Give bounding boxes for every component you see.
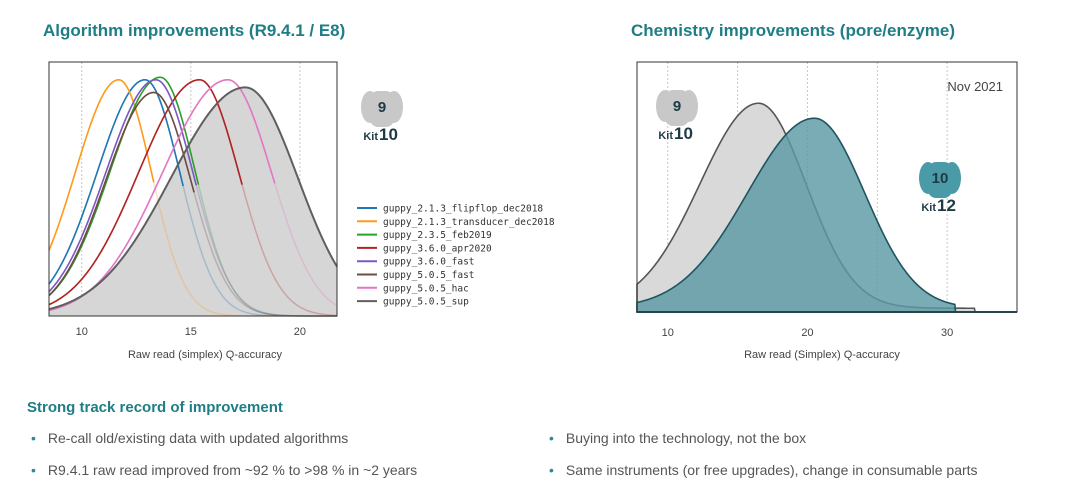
x-tick-label: 30 bbox=[941, 327, 953, 339]
new-chemistry-area bbox=[636, 117, 957, 313]
right-chart-title: Chemistry improvements (pore/enzyme) bbox=[631, 21, 956, 40]
series-line bbox=[48, 78, 198, 293]
plot-frame bbox=[48, 61, 338, 317]
right-old-badge: 9 Kit 10 bbox=[656, 90, 698, 143]
bullet-left-1: • Re-call old/existing data with updated … bbox=[31, 430, 349, 446]
date-annotation: Nov 2021 bbox=[947, 79, 1003, 94]
legend-label: guppy_5.0.5_sup bbox=[383, 297, 469, 308]
sup-area-fill bbox=[49, 87, 337, 317]
bullet-dot: • bbox=[31, 430, 36, 446]
left-badge: 9 Kit 10 bbox=[361, 91, 403, 144]
plot-background bbox=[637, 62, 1017, 312]
bullet-right-2: • Same instruments (or free upgrades), ch… bbox=[549, 462, 978, 478]
left-badge-kit-number: 10 bbox=[379, 125, 398, 144]
old-chemistry-area bbox=[636, 102, 977, 313]
legend-label: guppy_3.6.0_fast bbox=[383, 257, 475, 268]
series-line bbox=[48, 78, 155, 251]
right-new-badge-lobe-right bbox=[943, 162, 961, 194]
legend-label: guppy_2.3.5_feb2019 bbox=[383, 230, 492, 241]
right-old-badge-kit-number: 10 bbox=[674, 124, 693, 143]
legend-label: guppy_5.0.5_fast bbox=[383, 270, 475, 281]
right-new-badge-kit-number: 12 bbox=[937, 196, 956, 215]
right-old-badge-number: 9 bbox=[673, 98, 681, 115]
x-tick-label: 10 bbox=[662, 327, 674, 339]
bullet-left-2: • R9.4.1 raw read improved from ~92 % to … bbox=[31, 462, 418, 478]
algorithm-chart: 10 15 20 Raw read (simplex) Q-accuracy guppy… bbox=[48, 61, 555, 361]
series-line bbox=[48, 78, 184, 285]
x-tick-label: 20 bbox=[294, 326, 306, 338]
bullet-dot: • bbox=[549, 430, 554, 446]
series-line bbox=[48, 91, 195, 296]
right-new-badge: 10 Kit 12 bbox=[919, 162, 961, 215]
left-badge-body bbox=[370, 91, 394, 127]
legend-label: guppy_3.6.0_apr2020 bbox=[383, 243, 492, 254]
legend-label: guppy_2.1.3_transducer_dec2018 bbox=[383, 217, 555, 228]
left-badge-number: 9 bbox=[378, 99, 386, 116]
legend-label: guppy_2.1.3_flipflop_dec2018 bbox=[383, 204, 543, 215]
legend-label: guppy_5.0.5_hac bbox=[383, 283, 469, 294]
x-tick-label: 10 bbox=[76, 326, 88, 338]
plot-frame bbox=[636, 61, 1018, 313]
right-old-badge-kit-label: Kit bbox=[658, 130, 673, 142]
x-tick-label: 20 bbox=[801, 327, 813, 339]
bullet-dot: • bbox=[31, 462, 36, 478]
section-title: Strong track record of improvement bbox=[27, 399, 283, 416]
right-old-badge-lobe-left bbox=[656, 90, 674, 122]
right-new-badge-number: 10 bbox=[932, 170, 949, 187]
right-old-badge-body bbox=[665, 90, 689, 126]
left-chart-title: Algorithm improvements (R9.4.1 / E8) bbox=[43, 21, 346, 40]
x-tick-label: 15 bbox=[185, 326, 197, 338]
right-new-badge-kit-label: Kit bbox=[921, 202, 936, 214]
right-new-badge-body bbox=[928, 162, 952, 198]
left-badge-kit-label: Kit bbox=[363, 131, 378, 143]
x-axis-label: Raw read (Simplex) Q-accuracy bbox=[744, 349, 900, 361]
right-new-badge-lobe-left bbox=[919, 162, 937, 194]
right-old-badge-lobe-right bbox=[680, 90, 698, 122]
bullet-right-1: • Buying into the technology, not the box bbox=[549, 430, 807, 446]
x-axis-label: Raw read (simplex) Q-accuracy bbox=[128, 349, 283, 361]
series-line-faded bbox=[48, 86, 338, 311]
bullet-dot: • bbox=[549, 462, 554, 478]
